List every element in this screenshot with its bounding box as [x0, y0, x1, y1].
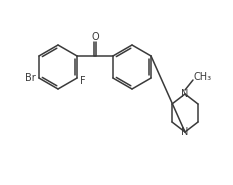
Text: CH₃: CH₃	[194, 72, 212, 82]
Text: N: N	[181, 89, 189, 99]
Text: Br: Br	[24, 73, 35, 83]
Text: O: O	[91, 32, 99, 42]
Text: N: N	[181, 127, 189, 137]
Text: F: F	[80, 76, 86, 86]
